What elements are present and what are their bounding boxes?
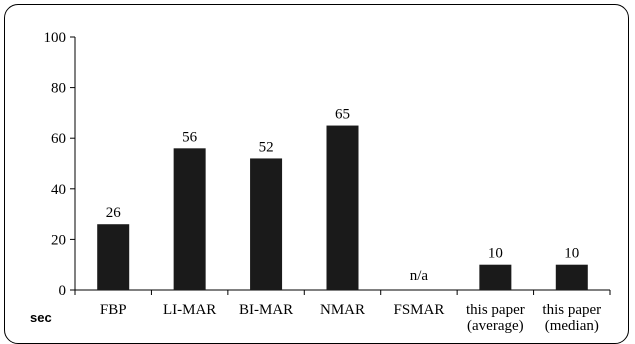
y-tick-label: 20 — [51, 232, 66, 248]
category-label: this paper (median) — [542, 302, 601, 334]
category-label: BI-MAR — [239, 302, 293, 318]
data-label: 65 — [335, 107, 350, 123]
bars — [97, 125, 588, 290]
data-label: 10 — [564, 246, 579, 262]
bar — [250, 158, 283, 290]
data-labels: 26 56 52 65 n/a 10 10 — [106, 107, 580, 284]
y-tick-label: 40 — [51, 182, 66, 198]
category-label: NMAR — [320, 302, 365, 318]
y-axis-unit-label: sec — [30, 310, 52, 325]
axes: 0 20 40 60 80 100 — [44, 30, 611, 299]
data-label: 56 — [182, 129, 198, 145]
bar — [326, 125, 359, 290]
y-tick-label: 0 — [59, 283, 67, 299]
data-label: 10 — [488, 246, 503, 262]
category-labels: FBP LI-MAR BI-MAR NMAR FSMAR this paper (avera… — [100, 302, 601, 334]
category-label: FBP — [100, 302, 127, 318]
y-tick-label: 100 — [44, 30, 67, 46]
bar — [555, 264, 588, 290]
y-tick-label: 60 — [51, 131, 66, 147]
data-label: 52 — [259, 139, 274, 155]
bar — [479, 264, 512, 290]
bar — [173, 148, 206, 290]
data-label: 26 — [106, 205, 122, 221]
bar — [97, 224, 130, 290]
category-label: LI-MAR — [163, 302, 216, 318]
y-tick-label: 80 — [51, 81, 66, 97]
category-label: FSMAR — [393, 302, 444, 318]
data-label: n/a — [410, 268, 429, 284]
category-label: this paper (average) — [466, 302, 525, 334]
